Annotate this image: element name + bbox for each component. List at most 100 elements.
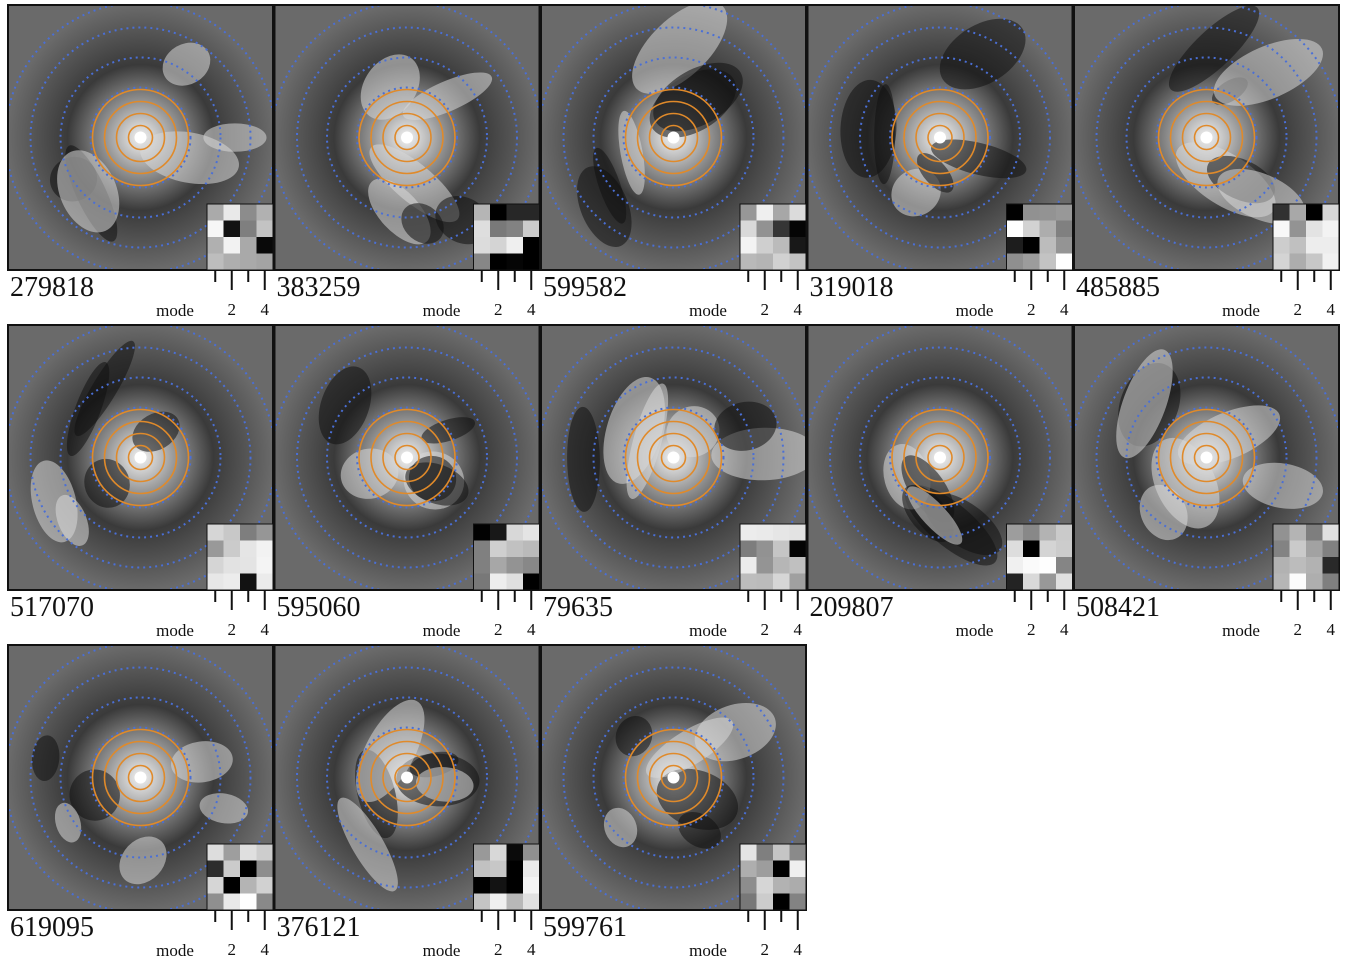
inset-cell	[1006, 220, 1023, 237]
inset-frame	[1006, 203, 1073, 271]
aperture-ring	[89, 86, 192, 189]
aperture-ring	[1095, 346, 1318, 569]
inset-cell	[473, 524, 490, 541]
spiral-ring	[648, 752, 699, 803]
spiral-ring	[103, 100, 178, 175]
inset-cell	[240, 573, 257, 590]
tick-label: 2	[228, 620, 237, 639]
inset-cell	[506, 893, 523, 910]
inset-cell	[207, 893, 224, 910]
inset-cell	[223, 524, 240, 541]
inset-cell	[506, 557, 523, 574]
tick-label: 4	[794, 620, 803, 639]
core	[134, 131, 147, 144]
inset-cell	[473, 844, 490, 861]
arm-blob	[615, 715, 653, 757]
tick-label: 2	[494, 940, 503, 959]
spiral-ring	[394, 764, 420, 791]
tick-label: 4	[794, 940, 803, 959]
inset-cell	[1039, 237, 1056, 254]
aperture-ring	[592, 696, 755, 859]
inset-cell	[223, 253, 240, 270]
axis-label: mode	[156, 621, 194, 640]
inset-cell	[1056, 557, 1073, 574]
inset-cell	[1289, 557, 1306, 574]
spiral-ring	[115, 752, 166, 803]
panel: 599761 mode 2 4	[540, 644, 807, 960]
panel: 599582 mode 2 4	[540, 4, 807, 320]
aperture-ring	[592, 56, 755, 219]
inset-cell	[256, 253, 273, 270]
inset-cell	[1023, 204, 1040, 221]
inset-frame	[739, 523, 807, 591]
tick-label: 4	[1327, 620, 1336, 639]
spiral-ring	[127, 764, 154, 791]
core	[401, 451, 413, 464]
inset-cell	[756, 220, 773, 237]
inset-cell	[207, 860, 224, 877]
aperture-ring	[89, 406, 192, 509]
core	[134, 771, 147, 784]
tick-label: 4	[1060, 300, 1069, 319]
inset-cell	[1023, 573, 1040, 590]
inset-cell	[1006, 253, 1023, 270]
panel: 319018 mode 2 4	[806, 4, 1074, 320]
spiral-ring	[636, 100, 711, 175]
arm-blob	[1242, 462, 1323, 509]
inset-cell	[773, 253, 790, 270]
inset-cell	[1006, 524, 1023, 541]
core	[401, 131, 413, 144]
inset-cell	[240, 237, 257, 254]
inset-cell	[740, 893, 757, 910]
inset-cell	[740, 860, 757, 877]
inset-cell	[473, 220, 490, 237]
inset-cell	[1023, 253, 1040, 270]
aperture-ring	[1125, 376, 1288, 539]
inset-cell	[240, 844, 257, 861]
inset-cell	[1273, 557, 1290, 574]
spiral-ring	[394, 444, 420, 471]
aperture-ring	[29, 666, 252, 889]
inset-cell	[256, 573, 273, 590]
inset-cell	[773, 237, 790, 254]
arm-blob	[603, 807, 638, 848]
galaxy-id: 485885	[1076, 272, 1160, 303]
inset-cell	[756, 844, 773, 861]
core	[667, 131, 680, 144]
tick-label: 2	[228, 300, 237, 319]
image-frame	[273, 644, 541, 911]
aperture-ring	[829, 346, 1051, 569]
aperture-ring	[356, 406, 458, 509]
aperture-ring	[29, 26, 252, 249]
tick-label: 2	[761, 300, 770, 319]
inset-cell	[1306, 237, 1323, 254]
arm-blob	[31, 735, 60, 782]
inset-cell	[256, 237, 273, 254]
inset-cell	[256, 877, 273, 894]
inset-cell	[256, 557, 273, 574]
axis-label: mode	[956, 621, 994, 640]
arm-blob	[632, 5, 728, 94]
aperture-ring	[889, 406, 991, 509]
inset-cell	[256, 540, 273, 557]
arm-blob	[401, 203, 444, 244]
tick-label: 4	[527, 620, 536, 639]
inset-frame	[739, 203, 807, 271]
arm-blob	[140, 131, 239, 185]
inset-frame	[1272, 203, 1340, 271]
inset-cell	[773, 220, 790, 237]
image-frame	[540, 324, 807, 591]
tick-label: 2	[228, 940, 237, 959]
inset-cell	[1006, 540, 1023, 557]
inset-frame	[473, 843, 540, 911]
arm-blob	[119, 836, 167, 885]
spiral-ring	[1181, 432, 1232, 483]
aperture-ring	[326, 696, 488, 859]
axis-label: mode	[423, 941, 461, 960]
spiral-ring	[358, 728, 456, 827]
inset-cell	[490, 524, 507, 541]
aperture-ring	[296, 666, 518, 889]
inset-cell	[207, 237, 224, 254]
spiral-ring	[915, 432, 965, 483]
panel: 79635 mode 2 4	[540, 324, 807, 640]
